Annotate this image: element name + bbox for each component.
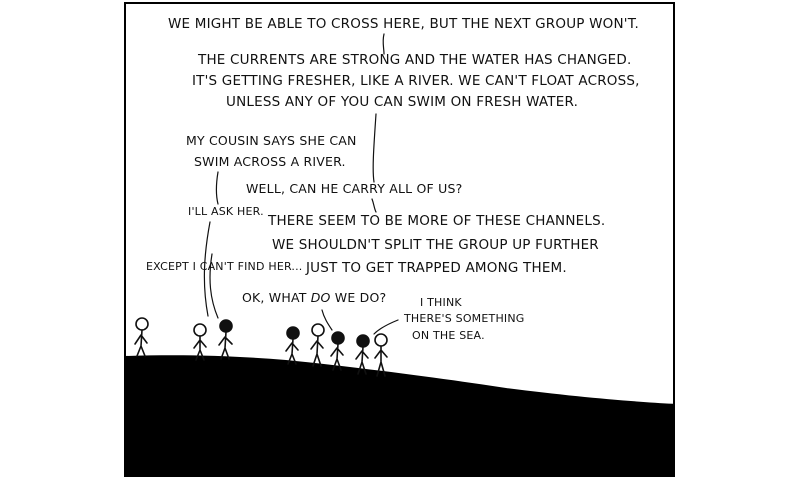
dialogue-line-2b: IT'S GETTING FRESHER, LIKE A RIVER. WE C…	[192, 73, 640, 89]
dialogue-carry: WELL, CAN HE CARRY ALL OF US?	[246, 181, 462, 196]
dialogue-cousin-2: SWIM ACROSS A RIVER.	[194, 154, 346, 169]
ground	[126, 355, 673, 475]
speech-line-cousin	[215, 171, 219, 205]
stick-figure-5	[310, 323, 325, 367]
speech-line-ok	[321, 309, 333, 331]
stick-figure-7	[355, 334, 370, 375]
speech-line-ask	[203, 221, 211, 317]
speech-line-center	[372, 113, 377, 183]
stick-figure-1	[134, 317, 149, 357]
dialogue-think-1: I THINK	[420, 296, 462, 309]
dialogue-line-2c: UNLESS ANY OF YOU CAN SWIM ON FRESH WATE…	[226, 94, 578, 110]
dialogue-channels-3: JUST TO GET TRAPPED AMONG THEM.	[305, 260, 567, 276]
stick-figure-8	[374, 333, 388, 377]
dialogue-ok: OK, WHAT DO WE DO?	[242, 290, 386, 305]
dialogue-think-2: THERE'S SOMETHING	[403, 312, 525, 325]
dialogue-channels-2: WE SHOULDN'T SPLIT THE GROUP UP FURTHER	[272, 237, 599, 253]
speech-line-except	[209, 253, 219, 319]
stick-figure-2	[193, 323, 207, 361]
speech-line-think	[373, 319, 399, 335]
speech-line-carry	[371, 198, 377, 213]
comic-scene: WE MIGHT BE ABLE TO CROSS HERE, BUT THE …	[126, 16, 673, 475]
dialogue-line-1: WE MIGHT BE ABLE TO CROSS HERE, BUT THE …	[168, 16, 639, 32]
stick-figure-4	[285, 326, 300, 365]
dialogue-except: EXCEPT I CAN'T FIND HER...	[146, 260, 303, 273]
stick-figure-6	[330, 331, 345, 371]
stick-figure-3	[218, 319, 233, 360]
dialogue-channels-1: THERE SEEM TO BE MORE OF THESE CHANNELS.	[267, 213, 605, 229]
speech-line-top	[382, 33, 385, 55]
dialogue-think-3: ON THE SEA.	[412, 329, 485, 342]
dialogue-line-2a: THE CURRENTS ARE STRONG AND THE WATER HA…	[197, 52, 631, 68]
dialogue-cousin-1: MY COUSIN SAYS SHE CAN	[186, 133, 357, 148]
dialogue-ask: I'LL ASK HER.	[188, 205, 264, 218]
comic-panel: WE MIGHT BE ABLE TO CROSS HERE, BUT THE …	[124, 2, 675, 477]
